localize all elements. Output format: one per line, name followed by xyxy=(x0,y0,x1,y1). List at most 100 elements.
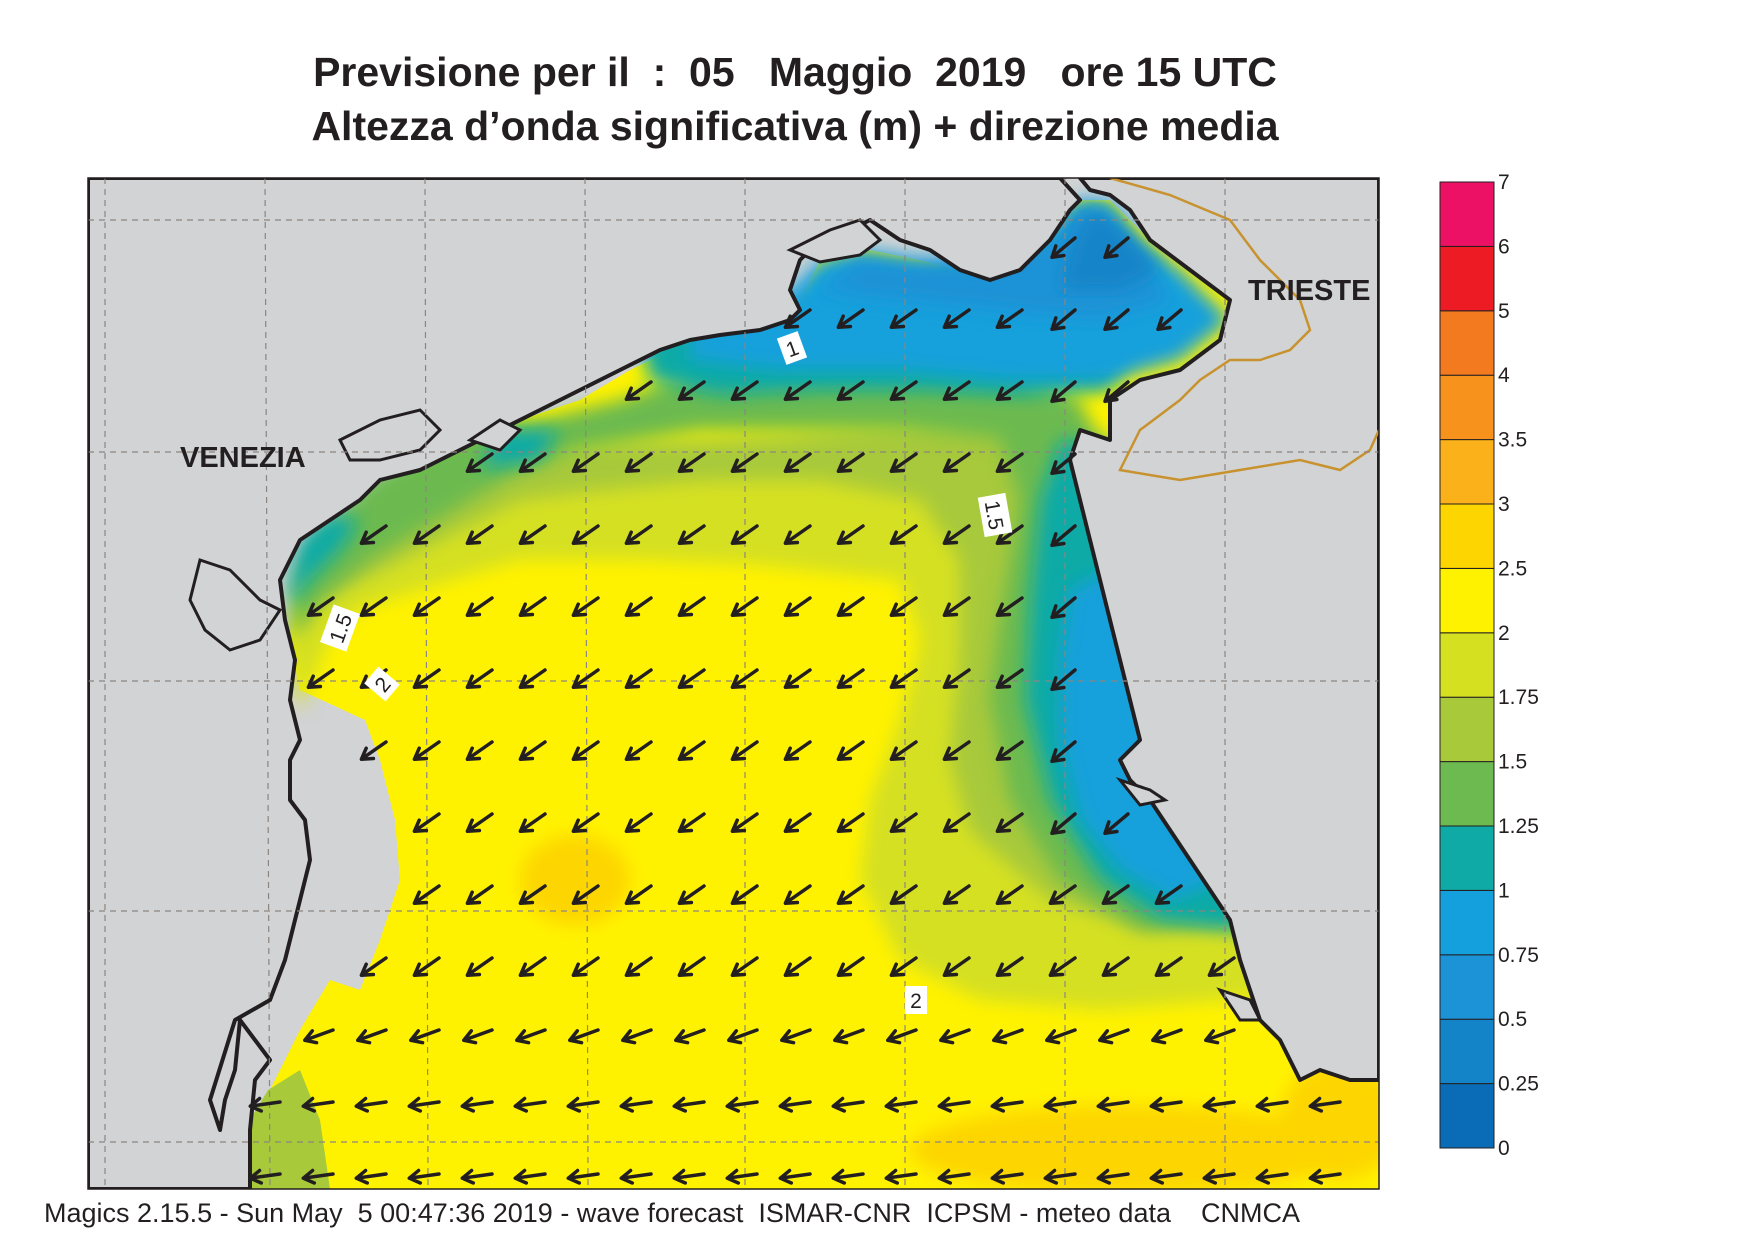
wave-arrow xyxy=(778,1168,812,1185)
wave-arrow xyxy=(571,740,600,761)
wave-arrow xyxy=(1103,308,1130,332)
wave-arrow xyxy=(942,596,971,617)
legend-label: 2 xyxy=(1498,622,1510,645)
wave-arrow xyxy=(942,884,971,905)
wave-arrow xyxy=(783,956,812,977)
wave-arrow xyxy=(465,596,494,617)
wave-arrow xyxy=(831,1168,865,1185)
wave-arrow xyxy=(1050,452,1077,476)
wave-arrow xyxy=(1048,956,1077,977)
wave-arrow xyxy=(1149,1168,1183,1185)
wave-arrow xyxy=(1043,1168,1077,1185)
legend-label: 1.25 xyxy=(1498,815,1539,838)
wave-arrow xyxy=(513,1096,547,1113)
legend-label: 0 xyxy=(1498,1137,1510,1160)
legend-swatch xyxy=(1439,1018,1495,1085)
wave-arrow xyxy=(889,956,918,977)
wave-arrow xyxy=(571,884,600,905)
wave-arrow xyxy=(359,740,388,761)
wave-arrow xyxy=(889,884,918,905)
wave-arrow xyxy=(1308,1168,1342,1185)
wave-arrow xyxy=(571,524,600,545)
wave-arrow xyxy=(1050,740,1077,764)
legend-swatch xyxy=(1439,503,1495,569)
wave-arrow xyxy=(566,1168,600,1185)
wave-arrow xyxy=(412,668,441,689)
wave-arrow xyxy=(624,380,653,401)
legend-label: 5 xyxy=(1498,300,1510,323)
wave-arrow xyxy=(677,812,706,833)
wave-arrow xyxy=(677,740,706,761)
wave-arrow xyxy=(1096,1096,1130,1113)
wave-arrow xyxy=(515,1028,547,1045)
wave-arrow xyxy=(1050,236,1077,260)
wave-arrow xyxy=(783,884,812,905)
wave-arrow xyxy=(889,308,918,329)
legend-label: 0.25 xyxy=(1498,1073,1539,1096)
wave-arrow xyxy=(1156,308,1183,332)
wave-arrow xyxy=(412,596,441,617)
wave-arrow xyxy=(677,452,706,473)
wave-arrow xyxy=(412,956,441,977)
wave-arrow xyxy=(571,812,600,833)
wave-arrow xyxy=(783,668,812,689)
wave-arrow xyxy=(1103,380,1130,404)
legend-swatch xyxy=(1439,567,1495,634)
wave-band-1-25 xyxy=(290,360,1250,930)
wave-arrow xyxy=(889,596,918,617)
wave-arrow xyxy=(725,1096,759,1113)
wave-arrow xyxy=(836,380,865,401)
wave-arrow xyxy=(1050,596,1077,620)
wave-arrow xyxy=(407,1096,441,1113)
wave-arrow xyxy=(730,956,759,977)
wave-arrow xyxy=(248,1168,282,1185)
wave-arrow xyxy=(518,812,547,833)
wave-arrow xyxy=(836,308,865,329)
wave-arrow xyxy=(672,1168,706,1185)
wave-arrow xyxy=(889,380,918,401)
country-border xyxy=(1109,178,1379,482)
wave-arrow xyxy=(833,1028,865,1045)
wave-arrow xyxy=(1050,524,1077,548)
wave-arrow xyxy=(1043,1096,1077,1113)
wave-arrow xyxy=(730,884,759,905)
wave-arrow xyxy=(1101,884,1130,905)
wave-arrow xyxy=(465,740,494,761)
legend-swatch xyxy=(1439,761,1495,827)
wave-arrow xyxy=(730,596,759,617)
wave-arrow xyxy=(730,740,759,761)
wave-arrow xyxy=(624,740,653,761)
wave-arrow xyxy=(465,812,494,833)
wave-arrow xyxy=(518,740,547,761)
wave-arrow xyxy=(356,1028,388,1045)
legend-label: 3 xyxy=(1498,493,1510,516)
wave-arrow xyxy=(937,1096,971,1113)
legend-swatch xyxy=(1439,310,1495,376)
wave-arrow xyxy=(937,1168,971,1185)
legend-swatch xyxy=(1439,181,1495,247)
wave-arrow xyxy=(677,524,706,545)
wave-arrow xyxy=(566,1096,600,1113)
wave-arrow xyxy=(884,1096,918,1113)
wave-arrow xyxy=(465,452,494,473)
wave-arrow xyxy=(730,380,759,401)
wave-arrow xyxy=(301,1096,335,1113)
wave-arrow xyxy=(677,668,706,689)
wave-arrow xyxy=(513,1168,547,1185)
wave-arrow xyxy=(619,1096,653,1113)
wave-arrow xyxy=(412,740,441,761)
legend-swatch xyxy=(1439,439,1495,505)
wave-arrow xyxy=(886,1028,918,1045)
wave-arrow xyxy=(571,596,600,617)
wave-arrow xyxy=(730,524,759,545)
wave-arrow xyxy=(836,596,865,617)
wave-arrow xyxy=(884,1168,918,1185)
wave-arrow xyxy=(942,524,971,545)
map-frame xyxy=(87,177,1380,1190)
wave-arrow xyxy=(354,1096,388,1113)
wave-arrow xyxy=(412,812,441,833)
wave-arrow xyxy=(354,1168,388,1185)
wave-arrow xyxy=(783,380,812,401)
wave-arrow xyxy=(460,1168,494,1185)
wave-arrow xyxy=(465,884,494,905)
